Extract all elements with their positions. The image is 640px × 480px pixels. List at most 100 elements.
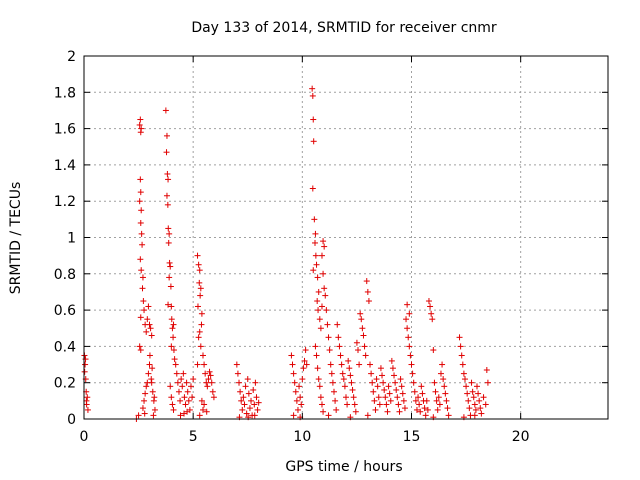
data-point bbox=[169, 325, 176, 332]
data-point bbox=[442, 390, 449, 397]
data-point bbox=[137, 189, 144, 196]
data-point bbox=[310, 138, 317, 145]
data-point bbox=[416, 401, 423, 408]
data-point bbox=[364, 412, 371, 419]
data-point bbox=[421, 405, 428, 412]
data-point bbox=[470, 394, 477, 401]
data-point bbox=[376, 401, 383, 408]
data-point bbox=[146, 361, 153, 368]
data-point bbox=[242, 383, 249, 390]
data-point bbox=[362, 352, 369, 359]
data-point bbox=[340, 376, 347, 383]
data-point bbox=[382, 394, 389, 401]
data-point bbox=[203, 379, 210, 386]
data-point bbox=[189, 394, 196, 401]
data-point bbox=[240, 394, 247, 401]
data-point bbox=[355, 347, 362, 354]
data-point bbox=[464, 390, 471, 397]
data-point bbox=[321, 243, 328, 250]
y-tick-label: 0.4 bbox=[54, 339, 76, 355]
data-point bbox=[138, 207, 145, 214]
chart-title: Day 133 of 2014, SRMTID for receiver cnm… bbox=[191, 20, 497, 36]
data-point bbox=[195, 261, 202, 268]
data-point bbox=[472, 406, 479, 413]
data-point bbox=[170, 406, 177, 413]
data-point bbox=[137, 176, 144, 183]
data-point bbox=[174, 379, 181, 386]
data-point bbox=[336, 343, 343, 350]
data-point bbox=[317, 325, 324, 332]
data-point bbox=[150, 412, 157, 419]
data-point bbox=[417, 408, 424, 415]
data-point bbox=[318, 401, 325, 408]
data-point bbox=[460, 370, 467, 377]
data-point bbox=[144, 316, 151, 323]
data-point bbox=[298, 401, 305, 408]
data-point bbox=[309, 185, 316, 192]
data-point bbox=[289, 361, 296, 368]
data-point bbox=[471, 412, 478, 419]
data-point bbox=[320, 270, 327, 277]
y-tick-label: 0.6 bbox=[54, 303, 76, 319]
data-point bbox=[137, 219, 144, 226]
data-point bbox=[333, 406, 340, 413]
data-point bbox=[439, 361, 446, 368]
data-point bbox=[151, 394, 158, 401]
data-point bbox=[313, 261, 320, 268]
data-point bbox=[139, 285, 146, 292]
data-point bbox=[431, 379, 438, 386]
data-point bbox=[245, 390, 252, 397]
data-point bbox=[471, 401, 478, 408]
data-point bbox=[164, 201, 171, 208]
data-point bbox=[318, 252, 325, 259]
y-tick-label: 1.8 bbox=[54, 85, 76, 101]
data-point bbox=[165, 301, 172, 308]
data-point bbox=[136, 343, 143, 350]
data-point bbox=[412, 397, 419, 404]
data-point bbox=[408, 361, 415, 368]
data-point bbox=[435, 394, 442, 401]
data-point bbox=[195, 334, 202, 341]
data-point bbox=[149, 365, 156, 372]
data-point bbox=[141, 410, 148, 417]
data-point bbox=[458, 352, 465, 359]
data-point bbox=[296, 383, 303, 390]
data-point bbox=[320, 238, 327, 245]
data-point bbox=[182, 401, 189, 408]
data-point bbox=[396, 408, 403, 415]
data-point bbox=[361, 343, 368, 350]
data-point bbox=[314, 365, 321, 372]
data-point bbox=[293, 397, 300, 404]
data-point bbox=[163, 132, 170, 139]
data-point bbox=[294, 406, 301, 413]
data-point bbox=[337, 352, 344, 359]
data-point bbox=[204, 383, 211, 390]
data-point bbox=[358, 316, 365, 323]
data-point bbox=[315, 288, 322, 295]
data-point bbox=[353, 339, 360, 346]
data-point bbox=[194, 361, 201, 368]
data-point bbox=[194, 303, 201, 310]
data-point bbox=[196, 279, 203, 286]
y-tick-label: 1.6 bbox=[54, 122, 76, 138]
data-point bbox=[198, 397, 205, 404]
data-point bbox=[413, 406, 420, 413]
data-point bbox=[145, 370, 152, 377]
data-point bbox=[137, 347, 144, 354]
data-point bbox=[371, 397, 378, 404]
data-point bbox=[429, 316, 436, 323]
data-point bbox=[385, 383, 392, 390]
data-point bbox=[302, 347, 309, 354]
data-point bbox=[198, 321, 205, 328]
data-point bbox=[146, 352, 153, 359]
x-tick-label: 5 bbox=[189, 429, 198, 445]
data-point bbox=[198, 310, 205, 317]
data-point bbox=[325, 334, 332, 341]
data-point bbox=[346, 365, 353, 372]
data-point bbox=[301, 357, 308, 364]
y-axis-title: SRMTID / TECUs bbox=[8, 182, 24, 295]
data-point bbox=[168, 303, 175, 310]
data-point bbox=[135, 412, 142, 419]
data-point bbox=[246, 405, 253, 412]
